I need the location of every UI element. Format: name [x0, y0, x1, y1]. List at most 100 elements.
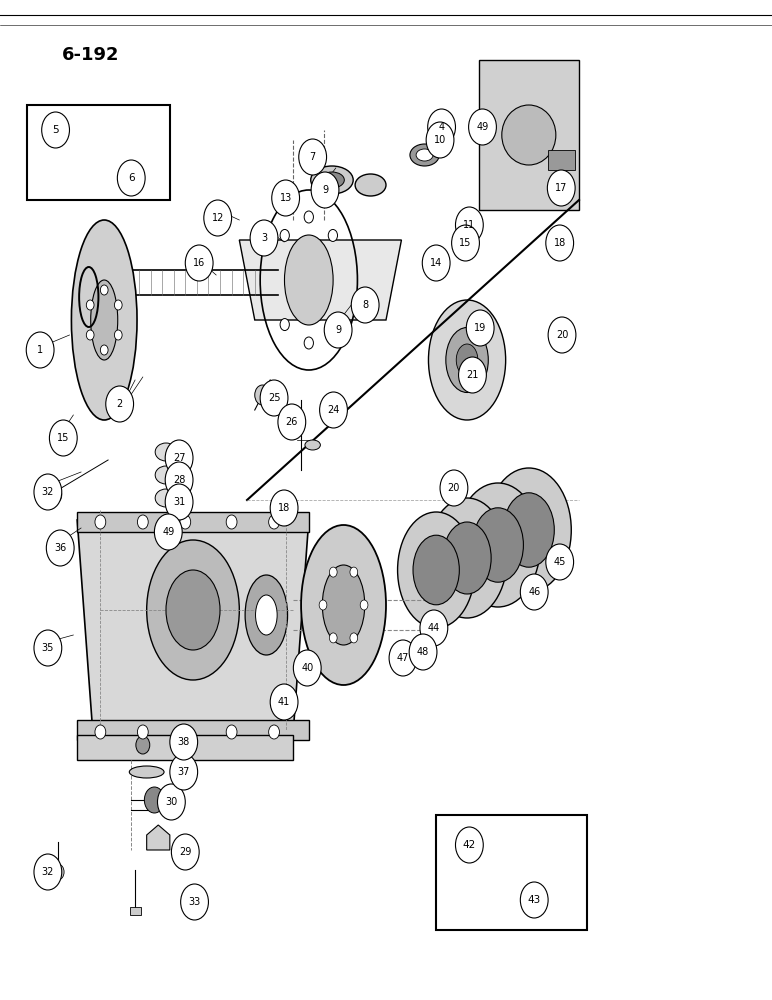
Circle shape — [280, 229, 290, 241]
Text: 36: 36 — [54, 543, 66, 553]
Text: 42: 42 — [462, 840, 476, 850]
Circle shape — [440, 470, 468, 506]
Text: 6-192: 6-192 — [62, 46, 119, 64]
Text: 19: 19 — [474, 323, 486, 333]
Circle shape — [100, 345, 108, 355]
Ellipse shape — [301, 525, 386, 685]
Circle shape — [311, 172, 339, 208]
Ellipse shape — [110, 146, 129, 174]
Ellipse shape — [305, 440, 320, 450]
Circle shape — [34, 474, 62, 510]
Circle shape — [455, 207, 483, 243]
Text: 15: 15 — [459, 238, 472, 248]
Text: 30: 30 — [165, 797, 178, 807]
Ellipse shape — [166, 570, 220, 650]
Circle shape — [293, 650, 321, 686]
Text: 1: 1 — [37, 345, 43, 355]
Text: 44: 44 — [428, 623, 440, 633]
Text: 31: 31 — [173, 497, 185, 507]
Text: 7: 7 — [310, 152, 316, 162]
Circle shape — [154, 514, 182, 550]
Text: 43: 43 — [527, 895, 541, 905]
Circle shape — [324, 312, 352, 348]
Circle shape — [278, 404, 306, 440]
Ellipse shape — [465, 842, 493, 882]
Text: 28: 28 — [173, 475, 185, 485]
Bar — [77, 512, 309, 532]
Circle shape — [328, 319, 337, 331]
Circle shape — [389, 640, 417, 676]
Text: 9: 9 — [335, 325, 341, 335]
Circle shape — [546, 544, 574, 580]
Text: 40: 40 — [301, 663, 313, 673]
Text: 37: 37 — [178, 767, 190, 777]
Ellipse shape — [427, 498, 507, 618]
Ellipse shape — [502, 105, 556, 165]
Bar — [130, 907, 141, 915]
Circle shape — [52, 864, 64, 880]
Circle shape — [137, 515, 148, 529]
Text: 12: 12 — [212, 213, 224, 223]
Circle shape — [428, 109, 455, 145]
Circle shape — [165, 462, 193, 498]
Circle shape — [86, 330, 94, 340]
Circle shape — [299, 139, 327, 175]
Ellipse shape — [513, 878, 529, 902]
Ellipse shape — [310, 166, 354, 194]
Ellipse shape — [155, 443, 177, 461]
Bar — [77, 720, 309, 740]
Bar — [436, 815, 587, 930]
Ellipse shape — [413, 535, 459, 605]
Circle shape — [34, 630, 62, 666]
Circle shape — [86, 300, 94, 310]
Text: 16: 16 — [193, 258, 205, 268]
Circle shape — [100, 285, 108, 295]
Text: 49: 49 — [476, 122, 489, 132]
Text: 25: 25 — [268, 393, 280, 403]
Circle shape — [250, 220, 278, 256]
Text: 21: 21 — [466, 370, 479, 380]
Circle shape — [144, 787, 164, 813]
Ellipse shape — [507, 868, 535, 912]
Text: 33: 33 — [188, 897, 201, 907]
Bar — [548, 150, 575, 170]
Circle shape — [548, 317, 576, 353]
Ellipse shape — [355, 174, 386, 196]
Text: 5: 5 — [52, 125, 59, 135]
Circle shape — [165, 440, 193, 476]
Circle shape — [157, 784, 185, 820]
Ellipse shape — [57, 133, 85, 173]
Text: 2: 2 — [117, 399, 123, 409]
Text: 45: 45 — [554, 557, 566, 567]
Circle shape — [320, 392, 347, 428]
Text: 27: 27 — [173, 453, 185, 463]
Circle shape — [95, 515, 106, 529]
Circle shape — [455, 827, 483, 863]
Circle shape — [181, 884, 208, 920]
Circle shape — [420, 610, 448, 646]
Text: 29: 29 — [179, 847, 191, 857]
Ellipse shape — [49, 121, 93, 185]
Circle shape — [106, 386, 134, 422]
Text: 6: 6 — [128, 173, 134, 183]
Polygon shape — [147, 825, 170, 850]
Circle shape — [304, 211, 313, 223]
Circle shape — [165, 484, 193, 520]
Ellipse shape — [410, 144, 439, 166]
Circle shape — [269, 515, 279, 529]
Ellipse shape — [322, 565, 364, 645]
Circle shape — [350, 567, 357, 577]
Circle shape — [180, 515, 191, 529]
Circle shape — [170, 754, 198, 790]
Circle shape — [452, 225, 479, 261]
Circle shape — [117, 160, 145, 196]
Circle shape — [137, 725, 148, 739]
Circle shape — [466, 310, 494, 346]
Text: 24: 24 — [327, 405, 340, 415]
Text: 41: 41 — [278, 697, 290, 707]
Polygon shape — [77, 520, 309, 730]
Ellipse shape — [455, 483, 540, 607]
Bar — [77, 735, 293, 760]
Ellipse shape — [416, 149, 433, 161]
Ellipse shape — [284, 235, 333, 325]
